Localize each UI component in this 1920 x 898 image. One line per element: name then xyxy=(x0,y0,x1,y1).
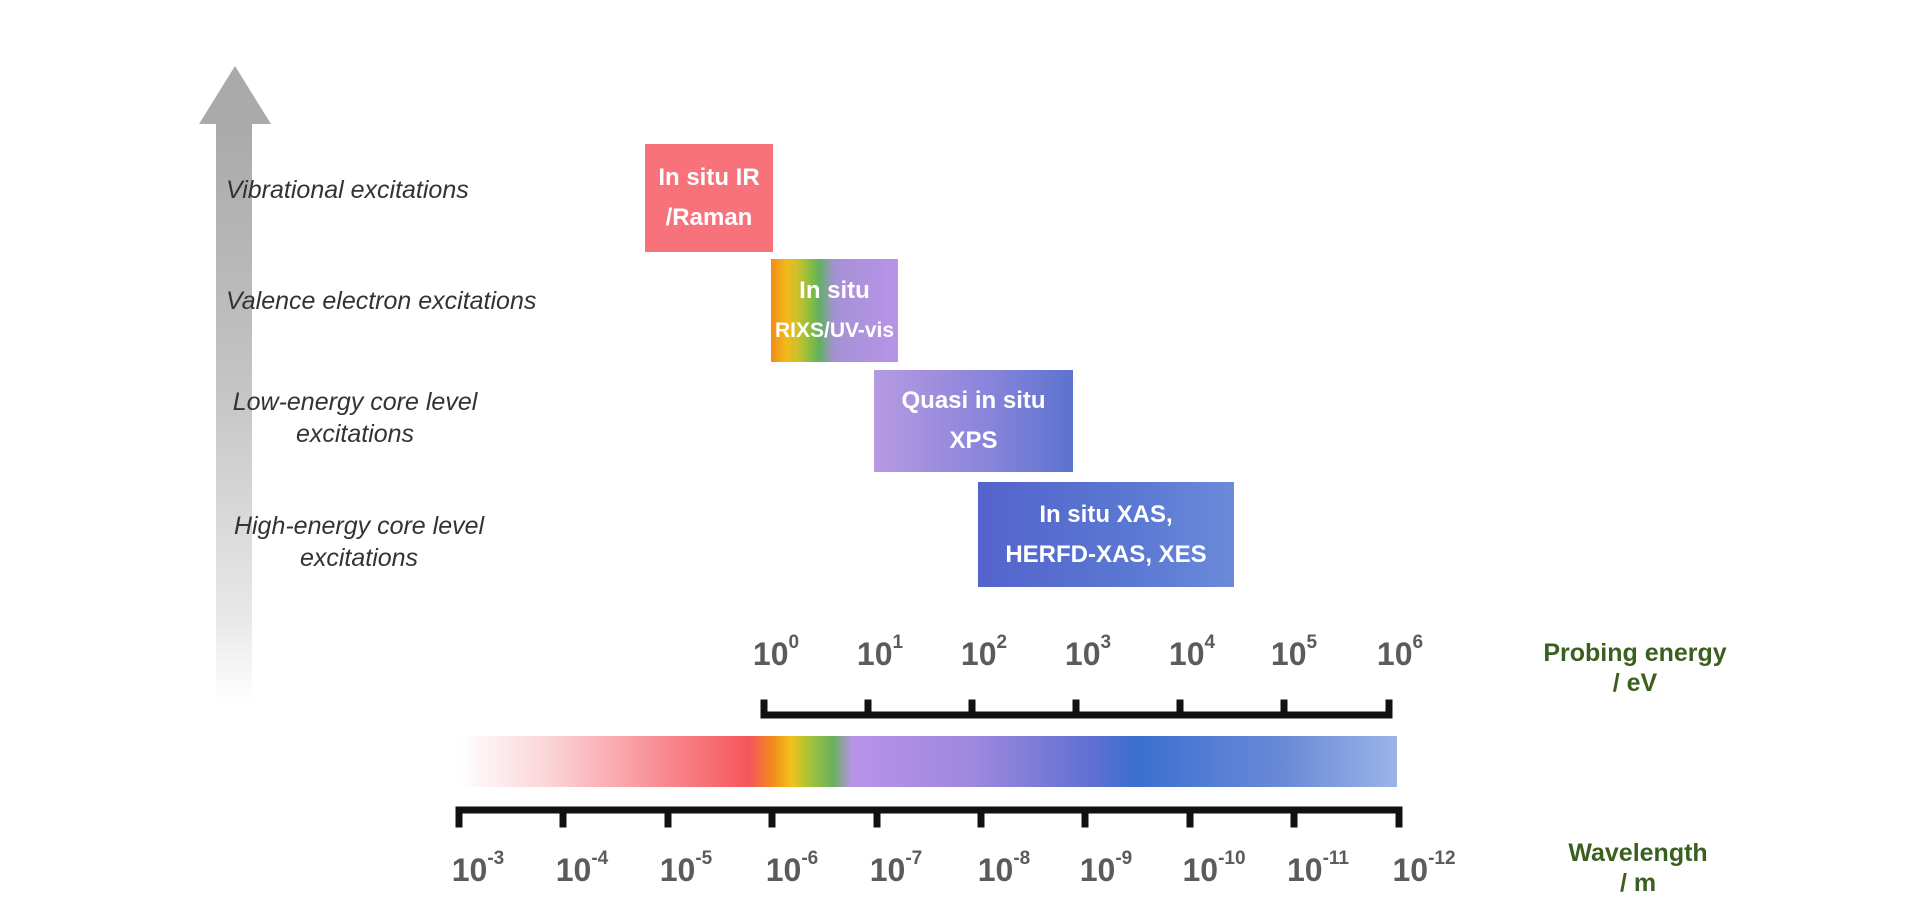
energy-axis-title: Probing energy / eV xyxy=(1520,638,1750,698)
category-low-energy-core: Low-energy core level excitations xyxy=(200,386,510,450)
technique-ir-raman-line1: In situ IR xyxy=(658,164,760,191)
energy-axis xyxy=(760,699,1393,719)
wavelength-tick-label: 10-3 xyxy=(451,848,505,888)
wavelength-tick-label: 10-6 xyxy=(765,848,819,888)
wavelength-tick-label: 10-12 xyxy=(1392,848,1456,888)
energy-axis-title-line1: Probing energy xyxy=(1543,639,1727,667)
technique-xps-box: Quasi in situ XPS xyxy=(874,370,1073,472)
technique-rixs-uvvis-line1: In situ xyxy=(799,276,870,304)
wavelength-tick-label: 10-10 xyxy=(1182,848,1246,888)
category-high-energy-core-line1: High-energy core level xyxy=(233,512,485,540)
energy-axis-title-line2: / eV xyxy=(1612,669,1658,697)
energy-tick-label: 106 xyxy=(1376,632,1424,672)
wavelength-tick-label: 10-11 xyxy=(1286,848,1350,888)
wavelength-tick-label: 10-7 xyxy=(869,848,923,888)
technique-xps-line1: Quasi in situ xyxy=(901,387,1046,414)
wavelength-axis-title-line2: / m xyxy=(1619,869,1657,897)
wavelength-axis xyxy=(455,806,1403,828)
energy-tick-label: 104 xyxy=(1168,632,1216,672)
energy-tick-label: 100 xyxy=(752,632,800,672)
wavelength-tick-label: 10-5 xyxy=(659,848,713,888)
wavelength-axis-title-line1: Wavelength xyxy=(1568,839,1708,867)
category-low-energy-core-line2: excitations xyxy=(295,420,415,448)
wavelength-tick-label: 10-4 xyxy=(555,848,609,888)
technique-xas-line2: HERFD-XAS, XES xyxy=(1005,540,1207,568)
energy-tick-label: 103 xyxy=(1064,632,1112,672)
energy-arrow-shaft xyxy=(216,120,252,705)
technique-xas-line1: In situ XAS, xyxy=(1039,500,1173,528)
energy-tick-label: 102 xyxy=(960,632,1008,672)
category-high-energy-core-line2: excitations xyxy=(299,544,419,572)
category-low-energy-core-line1: Low-energy core level xyxy=(232,388,478,416)
energy-tick-label: 105 xyxy=(1270,632,1318,672)
wavelength-tick-label: 10-9 xyxy=(1079,848,1133,888)
technique-rixs-uvvis-box: In situ RIXS/UV-vis xyxy=(771,259,898,362)
technique-xas-box: In situ XAS, HERFD-XAS, XES xyxy=(978,482,1234,587)
energy-tick-label: 101 xyxy=(856,632,904,672)
wavelength-axis-title: Wavelength / m xyxy=(1528,838,1748,898)
technique-ir-raman-box: In situ IR /Raman xyxy=(645,144,773,252)
technique-ir-raman-line2: /Raman xyxy=(665,204,753,231)
category-high-energy-core: High-energy core level excitations xyxy=(204,510,514,574)
category-valence: Valence electron excitations xyxy=(226,287,537,315)
spectrum-bar xyxy=(458,736,1397,787)
category-vibrational: Vibrational excitations xyxy=(226,176,469,204)
wavelength-tick-label: 10-8 xyxy=(977,848,1031,888)
technique-rixs-uvvis-line2: RIXS/UV-vis xyxy=(774,318,895,342)
energy-arrow-head-icon xyxy=(199,66,271,124)
technique-xps-line2: XPS xyxy=(949,427,998,454)
